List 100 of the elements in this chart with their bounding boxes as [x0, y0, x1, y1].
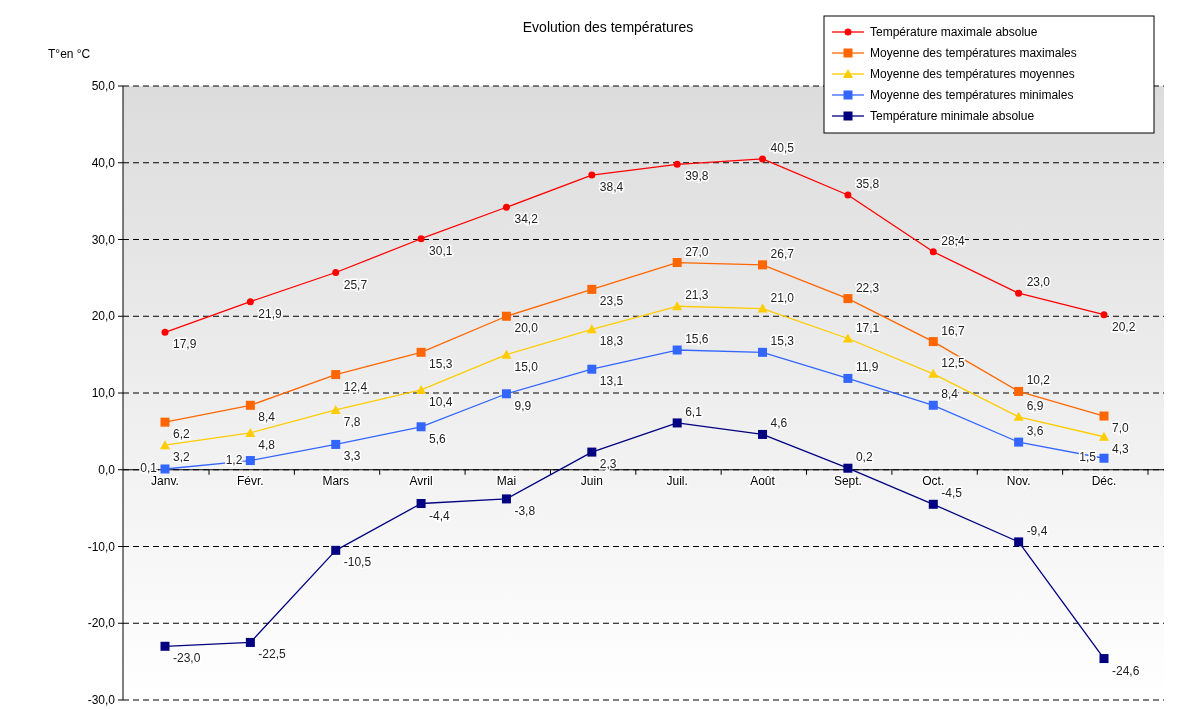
data-label: -3,8 — [514, 503, 536, 518]
y-axis-title: T°en °C — [48, 47, 91, 61]
point — [1100, 311, 1108, 319]
point — [673, 160, 681, 168]
point — [672, 345, 682, 355]
data-label: 10,4 — [429, 394, 453, 409]
data-label: 20,0 — [514, 321, 539, 336]
data-label: 23,5 — [599, 294, 624, 309]
point — [758, 429, 768, 439]
point — [416, 347, 426, 357]
point — [501, 349, 512, 359]
data-label: 0,2 — [855, 450, 873, 465]
data-label: 6,9 — [1026, 398, 1044, 413]
point — [245, 427, 256, 437]
y-tick-label: 20,0 — [91, 309, 116, 324]
data-label: 30,1 — [429, 243, 453, 258]
legend-label: Moyenne des températures minimales — [870, 88, 1074, 103]
point — [1014, 386, 1024, 396]
point — [928, 499, 938, 509]
data-label: 12,4 — [343, 379, 368, 394]
point — [330, 404, 341, 414]
data-label: 6,2 — [173, 427, 191, 442]
data-label: 35,8 — [855, 176, 880, 191]
data-label: -24,6 — [1112, 663, 1140, 678]
x-tick-label: Déc. — [1091, 473, 1117, 488]
point — [245, 456, 255, 466]
point — [417, 235, 425, 243]
point — [929, 248, 937, 256]
point — [1015, 289, 1023, 297]
point — [757, 303, 768, 313]
point — [758, 347, 768, 357]
point — [759, 155, 767, 163]
data-label: -23,0 — [173, 651, 201, 666]
point — [844, 191, 852, 199]
point — [160, 464, 170, 474]
point — [758, 260, 768, 270]
point — [672, 258, 682, 268]
y-tick-label: -10,0 — [87, 539, 116, 554]
data-label: 3,2 — [173, 450, 191, 465]
x-tick-label: Avril — [409, 473, 433, 488]
data-label: 21,9 — [258, 306, 283, 321]
data-label: 15,3 — [429, 357, 453, 372]
x-tick-label: Mars — [322, 473, 350, 488]
data-label: 22,3 — [855, 280, 880, 295]
point — [587, 284, 597, 294]
point — [587, 447, 597, 457]
data-label: -4,4 — [429, 508, 451, 523]
data-label: 18,3 — [599, 334, 624, 349]
point — [1099, 453, 1109, 463]
data-label: 15,6 — [685, 332, 709, 347]
x-tick-label: Mai — [496, 473, 517, 488]
data-label: 27,0 — [685, 244, 709, 259]
y-tick-label: -20,0 — [87, 616, 116, 631]
point — [501, 389, 511, 399]
point — [928, 368, 939, 378]
data-label: 8,4 — [258, 410, 276, 425]
y-tick-label: 50,0 — [91, 79, 116, 94]
data-label: 3,3 — [343, 449, 361, 464]
x-tick-label: Oct. — [922, 473, 945, 488]
point — [586, 324, 597, 334]
point — [416, 422, 426, 432]
point — [842, 333, 853, 343]
x-tick-label: Juin — [580, 473, 603, 488]
point — [246, 298, 254, 306]
point — [1014, 537, 1024, 547]
point — [331, 545, 341, 555]
data-label: 13,1 — [599, 374, 624, 389]
point — [416, 499, 426, 509]
data-label: 12,5 — [941, 355, 965, 370]
data-label: 4,6 — [770, 416, 788, 431]
point — [587, 364, 597, 374]
y-tick-label: 10,0 — [91, 386, 116, 401]
data-label: 6,1 — [685, 404, 703, 419]
data-label: 9,9 — [514, 398, 532, 413]
data-label: -22,5 — [258, 647, 287, 662]
point — [160, 417, 170, 427]
point — [332, 269, 340, 276]
data-label: 38,4 — [599, 180, 624, 195]
point — [1013, 411, 1024, 421]
y-tick-label: 30,0 — [91, 232, 116, 247]
data-label: 17,9 — [173, 337, 197, 352]
point — [928, 337, 938, 347]
data-label: 10,2 — [1026, 373, 1051, 388]
point — [672, 418, 682, 428]
point — [843, 294, 853, 304]
x-tick-label: Août — [750, 473, 776, 488]
data-label: 11,9 — [855, 360, 879, 375]
data-label: 15,0 — [514, 359, 539, 374]
data-label: 2,3 — [599, 457, 617, 472]
x-tick-label: Nov. — [1006, 473, 1031, 488]
data-label: 7,0 — [1112, 421, 1130, 436]
point — [1099, 654, 1109, 664]
data-label: 21,3 — [685, 288, 709, 303]
data-label: 21,0 — [770, 290, 795, 305]
legend-label: Moyenne des températures moyennes — [870, 67, 1075, 82]
x-tick-label: Févr. — [237, 473, 264, 488]
data-label: 4,3 — [1112, 441, 1130, 456]
data-label: -10,5 — [343, 555, 372, 570]
point — [416, 384, 427, 394]
data-label: 16,7 — [941, 323, 965, 338]
